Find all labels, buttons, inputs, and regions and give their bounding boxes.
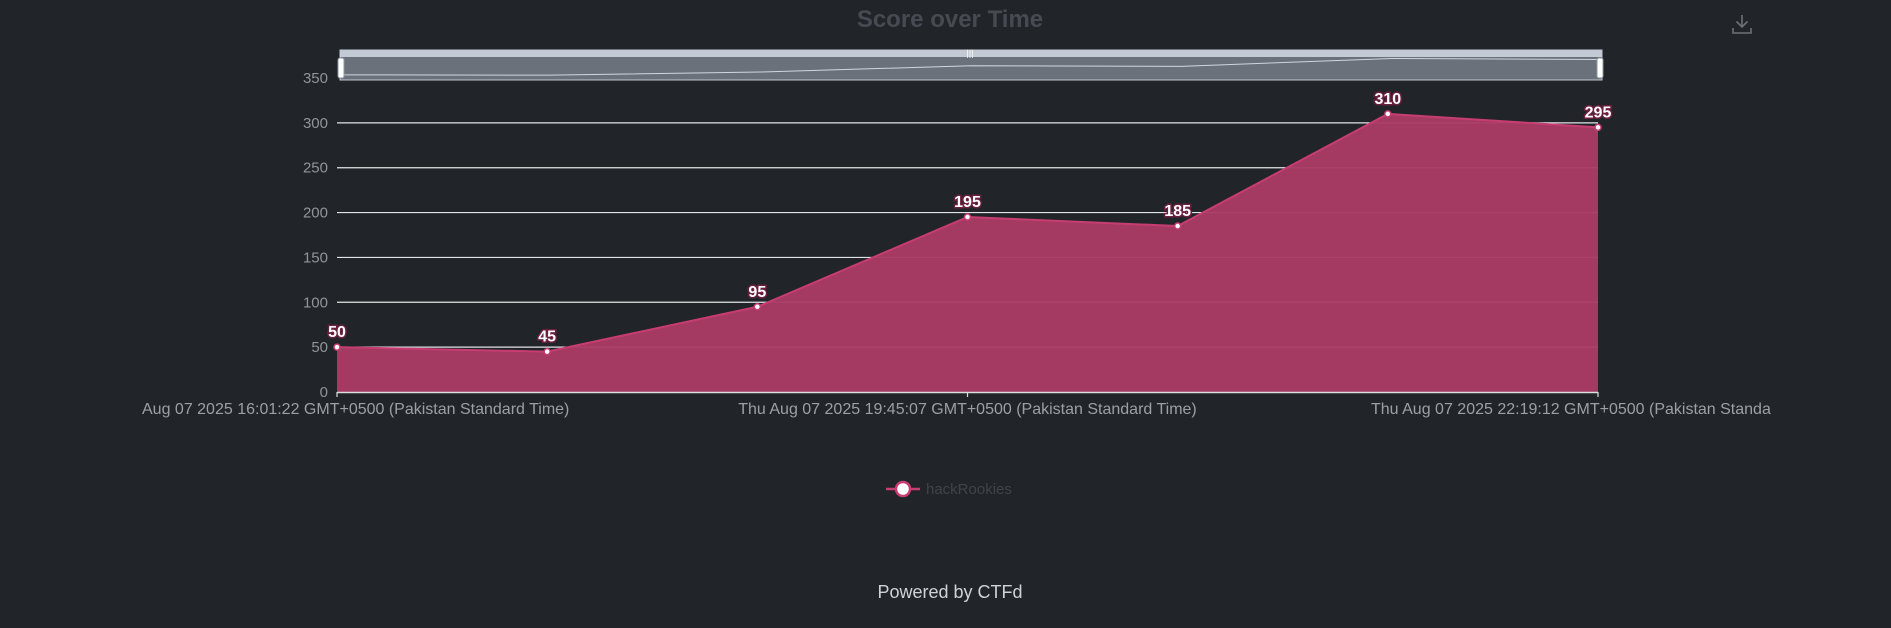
y-tick-label: 250 (303, 160, 328, 177)
y-tick-label: 350 (303, 70, 328, 87)
y-tick-label: 0 (320, 384, 328, 401)
data-point (1384, 110, 1392, 118)
y-tick-label: 150 (303, 249, 328, 266)
x-tick-label: Thu Aug 07 2025 19:45:07 GMT+0500 (Pakis… (738, 401, 1197, 418)
data-point (753, 303, 762, 311)
x-tick-label: Aug 07 2025 16:01:22 GMT+0500 (Pakistan … (142, 401, 569, 418)
data-label: 295 (1585, 104, 1612, 121)
footer-text: Powered by CTFd (877, 582, 1023, 602)
data-label: 195 (954, 194, 981, 211)
x-tick-label: Thu Aug 07 2025 22:19:12 GMT+0500 (Pakis… (1371, 401, 1771, 418)
y-tick-label: 50 (311, 339, 328, 356)
chart-title: Score over Time (856, 6, 1044, 33)
data-label: 185 (1164, 203, 1191, 220)
zoom-slider-handle-right (1596, 57, 1604, 79)
data-label: 310 (1374, 91, 1401, 108)
legend-label: hackRookies (926, 480, 1012, 498)
zoom-slider-preview (339, 58, 1603, 76)
series-area (337, 113, 1598, 392)
y-tick-label: 300 (303, 115, 328, 132)
zoom-slider-bar (340, 50, 1602, 57)
zoom-slider-handle-left (337, 57, 345, 79)
data-label: 50 (328, 324, 346, 341)
legend-item[interactable]: hackRookies (886, 478, 1012, 500)
y-tick-label: 100 (303, 294, 328, 311)
data-point (333, 343, 341, 351)
data-point (1594, 123, 1602, 132)
data-point (543, 347, 551, 356)
data-label: 45 (538, 329, 556, 346)
download-icon[interactable] (1730, 12, 1754, 36)
data-point (963, 213, 972, 221)
y-tick-label: 200 (303, 205, 328, 222)
data-label: 95 (748, 284, 766, 301)
data-point (1173, 222, 1182, 230)
zoom-slider-grip: ||| (966, 48, 973, 58)
legend-marker (886, 480, 920, 498)
